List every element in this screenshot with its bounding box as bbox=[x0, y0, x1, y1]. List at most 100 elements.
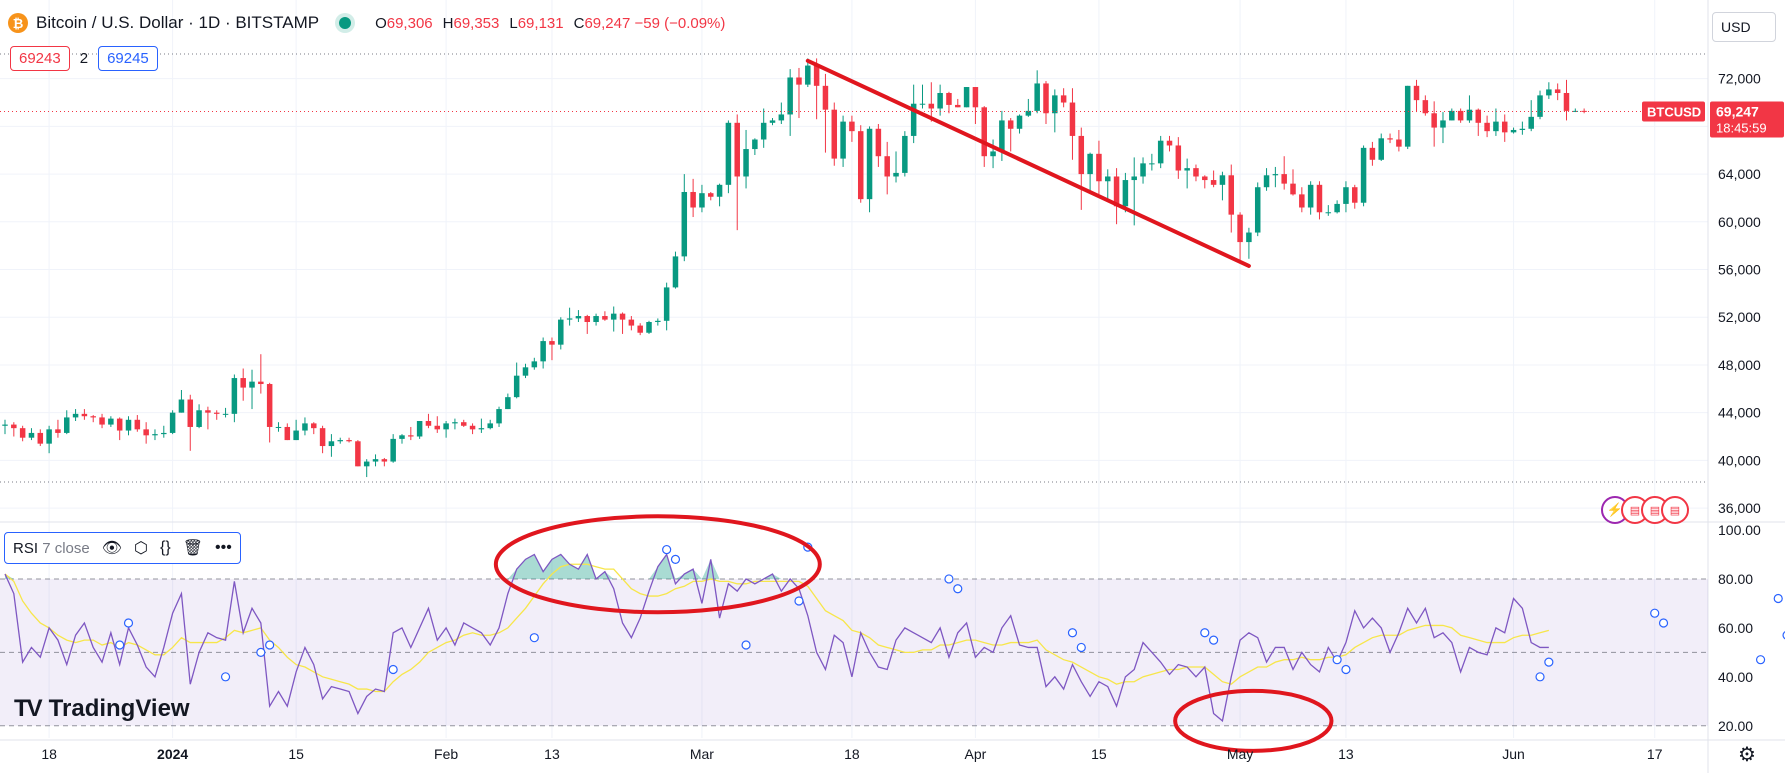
candle bbox=[19, 425, 26, 442]
candle bbox=[1325, 205, 1332, 216]
candle bbox=[1052, 89, 1058, 133]
candle bbox=[866, 126, 873, 213]
candle bbox=[1537, 90, 1543, 120]
candle bbox=[972, 87, 979, 124]
candle bbox=[857, 125, 864, 203]
gear-icon[interactable]: ⚙ bbox=[1738, 744, 1756, 766]
rsi-legend[interactable]: RSI 7 close 👁 ⬡ {} 🗑 ••• bbox=[4, 532, 241, 564]
candle bbox=[11, 422, 17, 437]
candle bbox=[1254, 182, 1261, 237]
symbol-title[interactable]: Bitcoin / U.S. Dollar · 1D · BITSTAMP bbox=[36, 13, 320, 32]
candle bbox=[875, 124, 882, 167]
candle bbox=[725, 120, 732, 194]
candle bbox=[469, 423, 476, 435]
candle-body bbox=[1078, 135, 1085, 175]
sell-button[interactable]: 69243 bbox=[10, 46, 70, 71]
candle bbox=[522, 363, 529, 379]
candle-body bbox=[1475, 109, 1482, 123]
candle bbox=[231, 374, 238, 423]
candle-body bbox=[1325, 212, 1332, 214]
candle-body bbox=[81, 413, 88, 417]
candle bbox=[1043, 81, 1049, 124]
price-tick-label: 48,000 bbox=[1718, 357, 1761, 373]
candle bbox=[161, 425, 167, 438]
candle-body bbox=[1343, 187, 1349, 204]
candle bbox=[990, 139, 996, 169]
candle-body bbox=[196, 410, 202, 427]
candle-body bbox=[408, 435, 414, 437]
candle bbox=[496, 406, 502, 427]
candle-body bbox=[328, 441, 335, 447]
tradingview-logo[interactable]: TV TradingView bbox=[14, 695, 190, 723]
rsi-marker bbox=[115, 640, 125, 650]
eye-icon[interactable]: 👁 bbox=[101, 540, 123, 557]
candle bbox=[390, 434, 396, 463]
code-icon[interactable]: {} bbox=[160, 539, 171, 556]
candle-body bbox=[1272, 174, 1279, 176]
candle-body bbox=[355, 441, 361, 467]
rsi-marker bbox=[1200, 628, 1210, 638]
candle bbox=[37, 429, 44, 447]
candle-body bbox=[1087, 153, 1093, 175]
us-flag-icon[interactable]: ▤ bbox=[1661, 496, 1689, 524]
candle-body bbox=[646, 322, 652, 333]
bitcoin-icon[interactable]: ₿ bbox=[8, 13, 28, 33]
more-icon[interactable]: ••• bbox=[215, 539, 232, 556]
candle bbox=[337, 437, 343, 444]
candle-body bbox=[893, 172, 899, 177]
candle-body bbox=[249, 381, 255, 388]
currency-select[interactable]: USD bbox=[1712, 12, 1776, 42]
rsi-line bbox=[4, 552, 1549, 723]
candle bbox=[910, 84, 917, 144]
candle-body bbox=[152, 434, 158, 436]
candle-body bbox=[213, 412, 220, 414]
candle bbox=[937, 84, 943, 116]
candle bbox=[372, 454, 379, 467]
rsi-marker bbox=[1650, 608, 1660, 618]
candle-body bbox=[266, 384, 273, 427]
settings-icon[interactable]: ⬡ bbox=[134, 540, 148, 557]
candle-body bbox=[363, 461, 370, 467]
ohlc-open: O69,306 bbox=[375, 14, 433, 32]
candle-body bbox=[1307, 184, 1314, 208]
candle bbox=[743, 129, 749, 189]
price-tick-label: 36,000 bbox=[1718, 500, 1761, 516]
rsi-marker bbox=[123, 618, 134, 628]
candle-body bbox=[1352, 187, 1358, 203]
candle-body bbox=[258, 381, 264, 385]
buy-button[interactable]: 69245 bbox=[98, 46, 158, 71]
candle bbox=[196, 404, 202, 429]
candle-body bbox=[11, 424, 17, 429]
time-tick-label: 18 bbox=[41, 746, 57, 762]
candle-body bbox=[513, 375, 520, 398]
rsi-marker bbox=[741, 640, 751, 650]
trash-icon[interactable]: 🗑 bbox=[182, 540, 203, 557]
candle-body bbox=[231, 378, 238, 414]
drawing-annotations bbox=[493, 58, 1334, 753]
candle-body bbox=[478, 428, 485, 430]
candle bbox=[584, 314, 591, 334]
time-tick-label: 18 bbox=[844, 746, 860, 762]
candle bbox=[955, 98, 961, 108]
trade-buttons: 69243 2 69245 bbox=[10, 46, 158, 71]
candle bbox=[769, 118, 776, 126]
rsi-marker bbox=[1773, 593, 1783, 604]
candle bbox=[205, 406, 211, 430]
candle bbox=[1272, 166, 1279, 188]
candle-body bbox=[1519, 128, 1526, 130]
candle bbox=[558, 317, 564, 350]
price-tick-label: 72,000 bbox=[1718, 71, 1761, 87]
candle bbox=[549, 337, 555, 361]
candle bbox=[408, 426, 414, 441]
candle-body bbox=[963, 87, 970, 108]
candle bbox=[1237, 212, 1243, 263]
candle-body bbox=[955, 104, 961, 108]
candle bbox=[1034, 70, 1040, 114]
candle-body bbox=[787, 77, 793, 115]
time-tick-label: 2024 bbox=[157, 746, 188, 762]
time-tick-label: 13 bbox=[544, 746, 560, 762]
candle bbox=[672, 251, 679, 289]
candle bbox=[1546, 82, 1552, 99]
candle bbox=[593, 313, 599, 326]
